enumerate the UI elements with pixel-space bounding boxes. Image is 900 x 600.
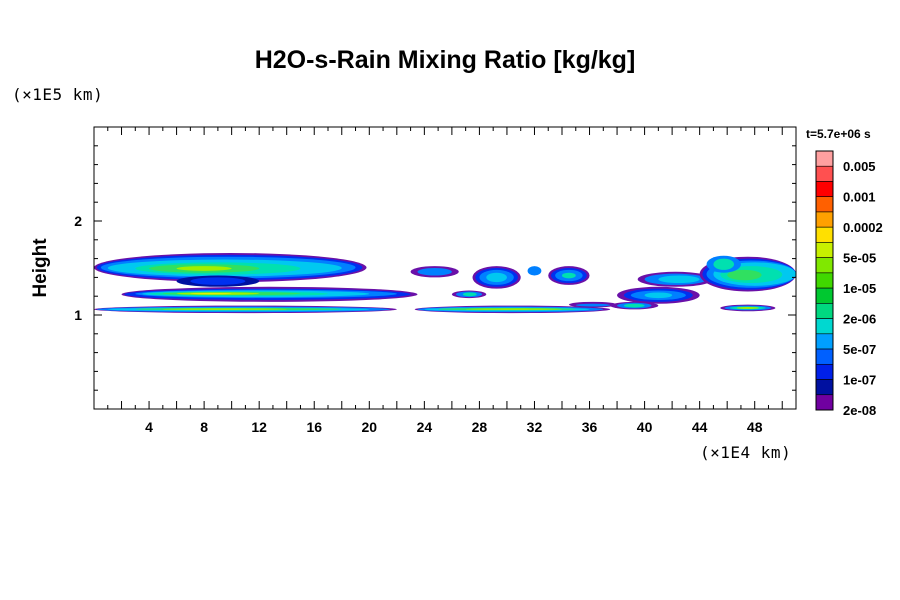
x-tick-label: 24 (417, 419, 433, 435)
x-tick-label: 48 (747, 419, 763, 435)
colorbar-swatch (815, 363, 834, 380)
time-label: t=5.7e+06 s (806, 127, 871, 141)
cloud-patch (190, 292, 232, 295)
y-tick-label: 2 (74, 213, 82, 229)
colorbar-swatch (815, 165, 834, 182)
colorbar-swatch (815, 257, 834, 274)
cloud-patch (562, 272, 576, 279)
colorbar-swatch (815, 333, 834, 350)
contour-field (94, 252, 796, 314)
colorbar-swatch (815, 181, 834, 198)
x-tick-label: 20 (362, 419, 378, 435)
cloud-patch (486, 272, 507, 283)
x-tick-label: 36 (582, 419, 598, 435)
colorbar-label: 2e-06 (843, 312, 876, 327)
cloud-patch (162, 308, 287, 310)
colorbar-swatch (815, 226, 834, 243)
colorbar-label: 5e-05 (843, 251, 876, 266)
colorbar-swatch (815, 242, 834, 258)
x-axis-unit: (×1E4 km) (700, 443, 792, 462)
cloud-patch (462, 292, 477, 297)
cloud-patch (644, 292, 673, 299)
colorbar: 0.005 0.001 0.0002 5e-05 1e-05 2e-06 5e-07 1e-0… (815, 150, 883, 418)
colorbar-swatch (815, 318, 834, 335)
y-axis-unit: (×1E5 km) (12, 85, 104, 104)
colorbar-swatch (815, 150, 834, 167)
colorbar-swatch (815, 303, 834, 319)
x-tick-label: 4 (145, 419, 153, 435)
cloud-patch (575, 303, 611, 307)
colorbar-swatch (815, 287, 834, 304)
chart-title: H2O-s-Rain Mixing Ratio [kg/kg] (254, 46, 636, 74)
colorbar-swatch (815, 379, 834, 396)
cloud-patch (713, 258, 735, 270)
x-tick-label: 32 (527, 419, 543, 435)
colorbar-label: 5e-07 (843, 342, 876, 357)
colorbar-label: 0.0002 (843, 220, 883, 235)
colorbar-label: 1e-05 (843, 281, 876, 296)
x-tick-label: 28 (472, 419, 488, 435)
plot-frame (93, 126, 797, 410)
x-tick-label: 12 (251, 419, 267, 435)
colorbar-swatch (815, 211, 834, 228)
cloud-patch (623, 303, 645, 308)
colorbar-swatch (815, 348, 834, 365)
cloud-patch (176, 266, 232, 271)
cloud-patch (190, 277, 246, 285)
colorbar-label: 1e-07 (843, 373, 876, 388)
colorbar-swatch (815, 196, 834, 213)
cloud-patch (417, 268, 452, 276)
x-tick-label: 8 (200, 419, 208, 435)
cloud-patch (527, 266, 542, 276)
colorbar-label: 0.001 (843, 190, 876, 205)
colorbar-swatch (815, 272, 834, 289)
x-tick-label: 40 (637, 419, 653, 435)
cloud-patch (465, 308, 562, 310)
colorbar-label: 2e-08 (843, 403, 876, 418)
cloud-patch (727, 269, 762, 281)
cloud-patch (658, 275, 700, 284)
y-tick-label: 1 (74, 307, 82, 323)
colorbar-swatch (815, 394, 834, 411)
colorbar-frame (815, 150, 834, 411)
x-tick-label: 44 (692, 419, 708, 435)
colorbar-label: 0.005 (843, 159, 876, 174)
x-tick-label: 16 (306, 419, 322, 435)
cloud-patch (736, 307, 759, 309)
